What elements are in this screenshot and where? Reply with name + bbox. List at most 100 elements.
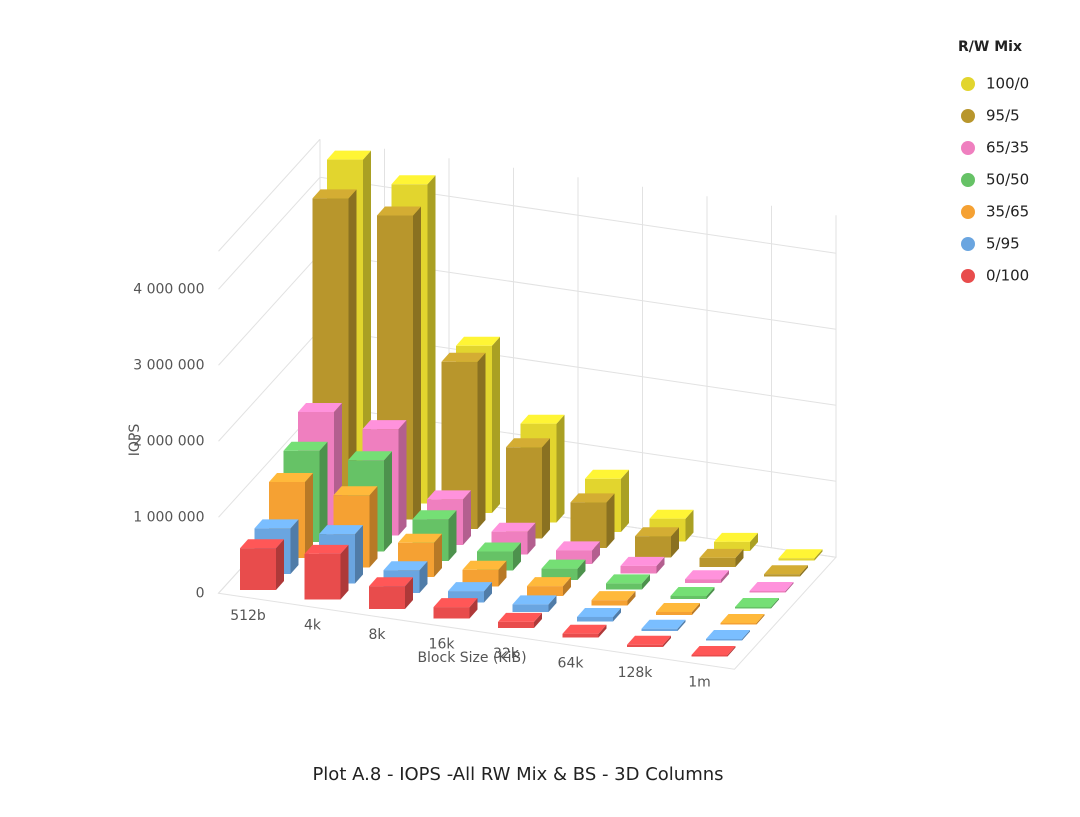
- bar-side: [319, 441, 328, 542]
- bar-top: [348, 451, 392, 461]
- bar-top: [577, 607, 621, 617]
- bar-side: [398, 420, 407, 536]
- bar-side: [369, 486, 378, 568]
- bar-side: [621, 469, 629, 532]
- bar-side: [542, 438, 550, 539]
- legend-marker: [961, 77, 975, 91]
- bar: [562, 624, 607, 638]
- wall-line: [218, 138, 321, 252]
- bar-side: [627, 591, 636, 606]
- bar-front: [778, 558, 815, 561]
- bar-side: [750, 532, 758, 551]
- bar-front: [541, 568, 578, 580]
- bar-top: [556, 541, 600, 551]
- bar-front: [627, 644, 663, 647]
- bar-top: [541, 559, 586, 569]
- bar-top: [333, 486, 378, 496]
- bar-side: [427, 175, 436, 504]
- y-axis-title: IOPS: [127, 424, 143, 457]
- bar-top: [635, 527, 679, 537]
- bar-side: [492, 336, 500, 513]
- bar-side: [692, 602, 700, 615]
- chart-title: Plot A.8 - IOPS -All RW Mix & BS - 3D Co…: [312, 764, 723, 785]
- bar-top: [512, 595, 557, 605]
- bar-top: [764, 565, 808, 575]
- x-tick-label: 4k: [304, 618, 322, 634]
- legend-title: R/W Mix: [958, 39, 1022, 55]
- bar-front: [685, 579, 721, 583]
- bar-front: [620, 565, 657, 574]
- bar: [706, 629, 750, 641]
- bar-side: [413, 206, 421, 520]
- bar-side: [671, 527, 679, 558]
- bar-top: [627, 635, 671, 645]
- bar-side: [477, 352, 486, 529]
- bar-side: [814, 549, 823, 561]
- bar-side: [642, 574, 650, 590]
- bar-front: [641, 628, 678, 631]
- bar: [240, 539, 284, 590]
- bar-top: [720, 613, 765, 623]
- bar-top: [462, 560, 507, 570]
- bar-top: [369, 577, 413, 587]
- bar-top: [456, 336, 500, 346]
- bar: [778, 549, 823, 561]
- bar-side: [592, 541, 600, 564]
- bar: [685, 570, 729, 583]
- legend-marker: [961, 205, 975, 219]
- x-tick-label: 128k: [618, 665, 654, 681]
- legend-label: 50/50: [986, 171, 1029, 189]
- bar-top: [749, 581, 794, 591]
- bar-side: [613, 607, 621, 622]
- bar: [606, 574, 650, 590]
- bar-front: [706, 638, 742, 641]
- bar-front: [714, 541, 750, 551]
- y-tick-label: 4 000 000: [133, 281, 204, 297]
- bar-top: [498, 612, 542, 622]
- legend-marker: [961, 269, 975, 283]
- bar-top: [327, 150, 371, 160]
- bar-front: [562, 633, 599, 638]
- bar: [699, 548, 744, 567]
- legend-marker: [961, 173, 975, 187]
- bar: [433, 598, 478, 619]
- bar-top: [714, 532, 758, 542]
- bar-side: [598, 624, 607, 638]
- bar-top: [562, 624, 607, 634]
- bar-top: [441, 352, 486, 362]
- legend-marker: [961, 141, 975, 155]
- bar-side: [685, 509, 694, 542]
- bar: [304, 544, 349, 600]
- bar: [764, 565, 808, 577]
- bar-front: [591, 600, 628, 606]
- y-tick-label: 3 000 000: [133, 357, 204, 373]
- bar-front: [498, 621, 534, 628]
- bar-top: [620, 556, 665, 566]
- bar-side: [448, 510, 457, 561]
- bar-top: [527, 577, 571, 587]
- bar-side: [534, 612, 542, 628]
- bar-front: [606, 583, 642, 590]
- bar-side: [305, 473, 313, 558]
- bar-side: [484, 582, 492, 603]
- bar-top: [319, 525, 363, 535]
- bar: [591, 591, 636, 606]
- bar-side: [771, 597, 779, 609]
- bar-front: [527, 586, 563, 596]
- bar-side: [577, 559, 586, 580]
- bar-top: [506, 438, 550, 448]
- bar-side: [340, 544, 349, 600]
- bar-top: [520, 414, 565, 424]
- x-tick-label: 64k: [558, 656, 585, 672]
- bar-top: [427, 490, 471, 500]
- bar-top: [735, 597, 779, 607]
- bar-top: [383, 561, 428, 571]
- bar-top: [699, 548, 744, 558]
- bar-front: [670, 595, 707, 599]
- bar-side: [527, 522, 536, 555]
- bar-side: [663, 635, 671, 647]
- bar-top: [570, 493, 615, 503]
- bar-top: [778, 549, 823, 559]
- bar-top: [362, 420, 407, 430]
- legend-label: 0/100: [986, 267, 1029, 285]
